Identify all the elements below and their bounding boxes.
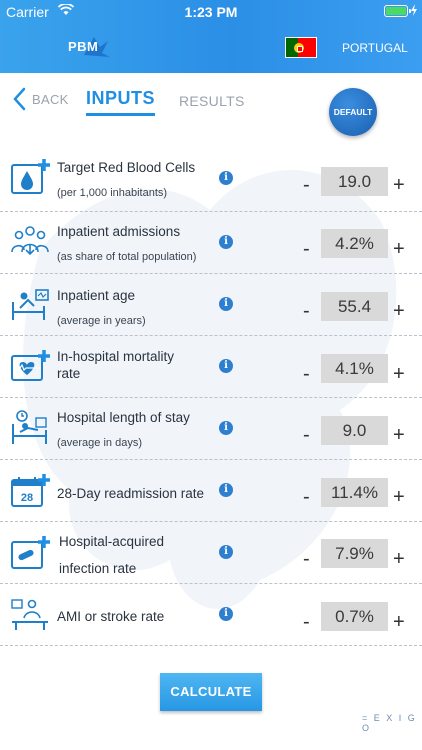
increment-button[interactable]: +	[393, 174, 405, 196]
increment-button[interactable]: +	[393, 238, 405, 260]
input-row-ami-stroke: AMI or stroke rate i - 0.7% +	[0, 584, 422, 646]
row-label: 28-Day readmission rate	[57, 486, 205, 501]
value-field: 11.4%	[321, 478, 388, 507]
row-sublabel: infection rate	[59, 561, 137, 576]
infection-pill-icon	[11, 536, 50, 569]
row-sublabel: (average in days)	[57, 437, 142, 449]
row-label: AMI or stroke rate	[57, 609, 165, 624]
calculate-button[interactable]: CALCULATE	[160, 673, 262, 711]
row-label: Inpatient age	[57, 288, 136, 303]
header-bar	[0, 0, 422, 73]
people-icon	[11, 226, 49, 256]
decrement-button[interactable]: -	[303, 611, 310, 633]
exigo-brand: = E X I G O	[362, 713, 417, 733]
input-row-readmission: 28 28-Day readmission rate i - 11.4% +	[0, 460, 422, 522]
row-label: In-hospital mortality	[57, 349, 175, 364]
default-button[interactable]: DEFAULT	[329, 88, 377, 136]
carrier-label: Carrier	[6, 4, 49, 20]
input-row-inpatient-age: Inpatient age (average in years) i - 55.…	[0, 274, 422, 336]
decrement-button[interactable]: -	[303, 238, 310, 260]
info-icon[interactable]: i	[219, 359, 233, 373]
decrement-button[interactable]: -	[303, 424, 310, 446]
increment-button[interactable]: +	[393, 611, 405, 633]
info-icon[interactable]: i	[219, 607, 233, 621]
decrement-button[interactable]: -	[303, 300, 310, 322]
status-bar: Carrier 1:23 PM	[0, 0, 422, 24]
back-button[interactable]: BACK	[32, 92, 69, 107]
decrement-button[interactable]: -	[303, 363, 310, 385]
calendar-day: 28	[21, 492, 33, 504]
blood-drop-icon	[11, 159, 50, 194]
active-tab-indicator	[86, 113, 155, 116]
input-row-length-of-stay: Hospital length of stay (average in days…	[0, 398, 422, 460]
row-sublabel: (average in years)	[57, 315, 146, 327]
value-field: 55.4	[321, 292, 388, 321]
calendar-icon: 28	[11, 474, 50, 507]
portugal-flag-icon[interactable]	[285, 37, 317, 58]
info-icon[interactable]: i	[219, 545, 233, 559]
charging-icon	[411, 4, 417, 16]
info-icon[interactable]: i	[219, 421, 233, 435]
clock: 1:23 PM	[184, 4, 238, 20]
row-label: Hospital length of stay	[57, 410, 190, 425]
tab-inputs[interactable]: INPUTS	[86, 88, 156, 108]
input-row-infection: Hospital-acquired infection rate i - 7.9…	[0, 522, 422, 584]
bed-clock-icon	[12, 410, 47, 444]
chevron-left-icon[interactable]	[12, 87, 26, 111]
decrement-button[interactable]: -	[303, 486, 310, 508]
info-icon[interactable]: i	[219, 297, 233, 311]
tab-results[interactable]: RESULTS	[179, 93, 245, 109]
info-icon[interactable]: i	[219, 483, 233, 497]
value-field: 4.2%	[321, 229, 388, 258]
row-sublabel: (per 1,000 inhabitants)	[57, 187, 168, 199]
decrement-button[interactable]: -	[303, 548, 310, 570]
value-field: 7.9%	[321, 539, 388, 568]
battery-icon	[384, 5, 411, 17]
value-field: 9.0	[321, 416, 388, 445]
value-field: 19.0	[321, 167, 388, 196]
increment-button[interactable]: +	[393, 363, 405, 385]
info-icon[interactable]: i	[219, 235, 233, 249]
logo-text: PBM	[68, 39, 99, 54]
increment-button[interactable]: +	[393, 300, 405, 322]
input-row-mortality: In-hospital mortality rate i - 4.1% +	[0, 336, 422, 398]
europe-map-watermark	[23, 170, 397, 609]
row-label: Inpatient admissions	[57, 224, 181, 239]
value-field: 0.7%	[321, 602, 388, 631]
row-label: Hospital-acquired	[59, 534, 165, 549]
info-icon[interactable]: i	[219, 171, 233, 185]
row-label: Target Red Blood Cells	[57, 160, 196, 175]
input-row-inpatient-admissions: Inpatient admissions (as share of total …	[0, 212, 422, 274]
heart-monitor-icon	[11, 350, 50, 381]
value-field: 4.1%	[321, 354, 388, 383]
decrement-button[interactable]: -	[303, 174, 310, 196]
stroke-patient-icon	[11, 599, 48, 630]
patient-bed-icon	[12, 289, 49, 320]
increment-button[interactable]: +	[393, 424, 405, 446]
wifi-icon	[58, 4, 74, 15]
pbm-logo-icon	[84, 37, 110, 57]
input-row-target-rbc: Target Red Blood Cells (per 1,000 inhabi…	[0, 150, 422, 212]
row-sublabel: (as share of total population)	[57, 251, 197, 263]
row-sublabel: rate	[57, 366, 81, 381]
increment-button[interactable]: +	[393, 548, 405, 570]
country-label[interactable]: PORTUGAL	[342, 41, 408, 55]
increment-button[interactable]: +	[393, 486, 405, 508]
